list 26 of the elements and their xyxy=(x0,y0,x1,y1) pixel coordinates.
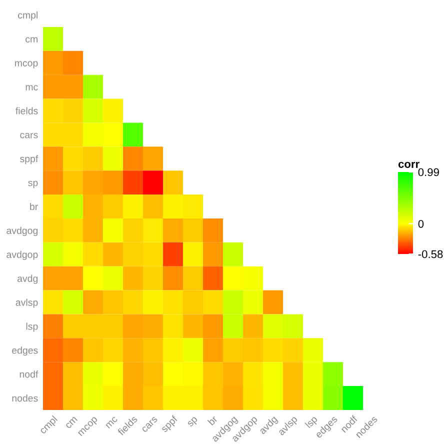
y-tick-label: avlsp xyxy=(16,298,38,308)
y-tick-label: cm xyxy=(26,37,38,43)
y-tick-label: cars xyxy=(20,132,38,138)
y-tick-label: cmpl xyxy=(18,11,38,21)
y-tick-label: nodf xyxy=(20,370,38,378)
color-bar-label: -0.58 xyxy=(418,250,443,258)
color-bar-title: corr xyxy=(398,162,420,168)
y-tick-label: sppf xyxy=(20,155,38,164)
y-tick-label: avdg xyxy=(17,274,38,284)
color-bar-label: 0.99 xyxy=(418,168,439,176)
y-tick-label: avdgop xyxy=(6,250,38,260)
y-tick-label: edges xyxy=(12,346,38,356)
y-tick-label: avdgog xyxy=(6,226,38,236)
x-tick-label: cm xyxy=(65,416,78,429)
y-tick-label: lsp xyxy=(26,322,38,332)
x-tick-label: lsp xyxy=(304,415,320,430)
y-tick-label: fields xyxy=(16,107,38,114)
x-tick-label: cars xyxy=(142,416,158,433)
x-tick-label: sp xyxy=(187,416,200,428)
y-tick-label: mcop xyxy=(15,61,38,68)
x-tick-label: mc xyxy=(106,416,118,429)
y-tick-label: sp xyxy=(28,180,38,188)
y-tick-label: mc xyxy=(26,85,38,90)
y-tick-label: br xyxy=(30,202,38,210)
y-tick-label: nodes xyxy=(12,394,38,402)
color-bar-label: 0 xyxy=(418,220,424,228)
